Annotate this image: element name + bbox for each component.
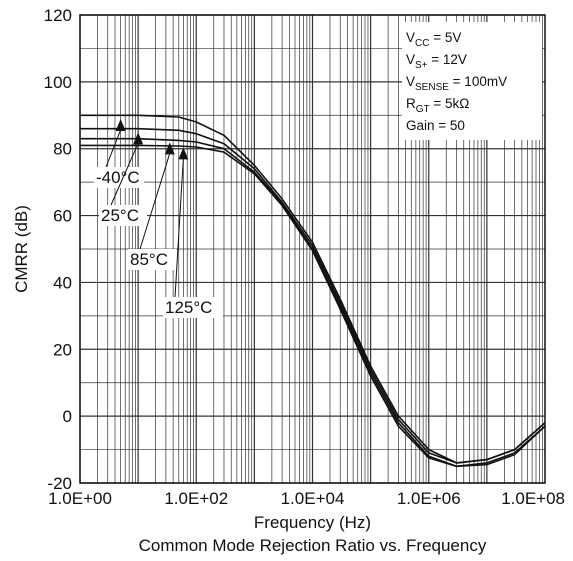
curve-label-background	[99, 205, 147, 226]
curve-label-arrowhead	[164, 142, 175, 155]
curve-label: -40°C	[96, 168, 140, 187]
x-tick-label: 1.0E+04	[281, 489, 345, 508]
curve-label-arrowhead	[133, 132, 144, 145]
chart-title: Common Mode Rejection Ratio vs. Frequenc…	[139, 536, 487, 555]
y-tick-label: 100	[44, 73, 72, 92]
condition-line: VSENSE = 100mV	[406, 74, 507, 93]
condition-line: RGT = 5kΩ	[406, 96, 469, 115]
conditions-box-background	[402, 22, 542, 140]
curve-label-leader	[139, 153, 171, 250]
x-axis-label: Frequency (Hz)	[254, 513, 371, 532]
curve-label-background	[94, 167, 144, 188]
condition-line: VCC = 5V	[406, 30, 461, 49]
x-tick-label: 1.0E+06	[397, 489, 461, 508]
y-tick-labels: -20 0 20 40 60 80 100 120	[44, 6, 72, 493]
series-layer	[80, 114, 546, 468]
curve-label: 85°C	[130, 250, 168, 269]
conditions-box: VCC = 5V VS+ = 12V VSENSE = 100mV RGT = 5kΩ…	[402, 22, 542, 140]
condition-line: VS+ = 12V	[406, 52, 467, 71]
y-tick-label: 40	[53, 273, 72, 292]
y-tick-label: 80	[53, 140, 72, 159]
series-line	[80, 144, 546, 468]
y-tick-label: 60	[53, 207, 72, 226]
curve-label-leader	[105, 129, 122, 168]
x-tick-label: 1.0E+08	[501, 489, 565, 508]
curve-label-background	[163, 297, 223, 318]
curve-label-arrowhead	[115, 118, 126, 131]
condition-line: Gain = 50	[406, 118, 465, 133]
curve-label-arrowhead	[178, 147, 189, 160]
y-tick-label: 20	[53, 340, 72, 359]
series-line	[80, 137, 546, 468]
x-tick-labels: 1.0E+00 1.0E+02 1.0E+04 1.0E+06 1.0E+08	[48, 489, 565, 508]
y-tick-label: 0	[63, 407, 72, 426]
plot-frame	[79, 14, 546, 484]
curve-label-leader	[110, 143, 139, 206]
y-tick-label: -20	[47, 474, 72, 493]
curve-label: 25°C	[101, 206, 139, 225]
x-tick-label: 1.0E+02	[164, 489, 228, 508]
curve-labels: -40°C 25°C 85°C 125°C	[94, 118, 223, 318]
curve-label-background	[128, 249, 176, 270]
y-axis-label: CMRR (dB)	[12, 205, 31, 293]
y-tick-label: 120	[44, 6, 72, 25]
series-line	[80, 127, 546, 464]
curve-label-leader	[174, 158, 184, 298]
curve-label: 125°C	[165, 298, 212, 317]
x-tick-label: 1.0E+00	[48, 489, 112, 508]
